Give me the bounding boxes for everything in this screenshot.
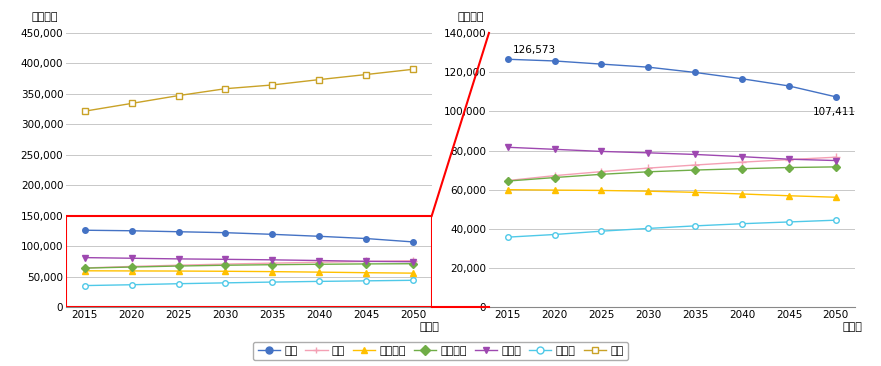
Text: （千人）: （千人）	[458, 12, 485, 22]
Legend: 日本, 英国, イタリア, フランス, ドイツ, カナダ, 米国: 日本, 英国, イタリア, フランス, ドイツ, カナダ, 米国	[253, 341, 628, 361]
X-axis label: （年）: （年）	[842, 322, 862, 332]
Bar	[66, 216, 432, 307]
X-axis label: （年）: （年）	[419, 322, 439, 332]
Text: （千人）: （千人）	[32, 12, 58, 22]
Text: 107,411: 107,411	[812, 107, 855, 117]
Text: 126,573: 126,573	[513, 45, 556, 55]
